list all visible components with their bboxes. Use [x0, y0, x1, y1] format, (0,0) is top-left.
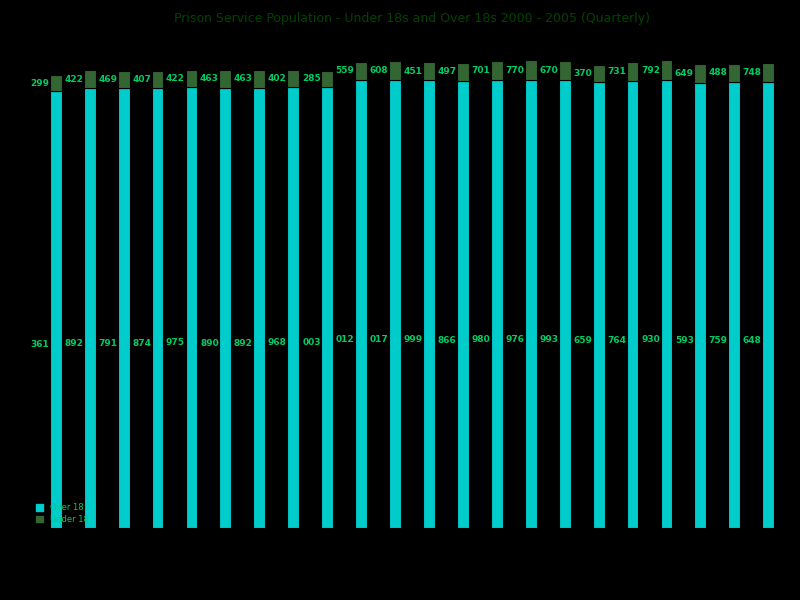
Title: Prison Service Population - Under 18s and Over 18s 2000 - 2005 (Quarterly): Prison Service Population - Under 18s an… — [174, 11, 650, 25]
Bar — [728, 64, 740, 82]
Text: 659: 659 — [574, 336, 592, 345]
Bar — [626, 82, 638, 528]
Text: 980: 980 — [471, 335, 490, 344]
Text: 770: 770 — [506, 65, 524, 74]
Bar — [389, 80, 401, 528]
Bar — [457, 81, 469, 528]
Text: 463: 463 — [234, 74, 253, 83]
Bar — [118, 88, 130, 528]
Bar — [287, 70, 299, 87]
Bar — [151, 71, 163, 88]
Bar — [219, 70, 231, 88]
Text: 874: 874 — [132, 338, 151, 347]
Text: 559: 559 — [336, 66, 354, 75]
Bar — [50, 91, 62, 528]
Bar — [593, 82, 605, 528]
Bar — [593, 65, 605, 82]
Bar — [694, 64, 706, 83]
Text: 968: 968 — [268, 338, 286, 347]
Bar — [219, 88, 231, 528]
Bar — [762, 82, 774, 528]
Bar — [355, 80, 367, 528]
Text: 469: 469 — [98, 75, 117, 84]
Bar — [491, 61, 502, 80]
Text: 649: 649 — [675, 69, 694, 78]
Text: 422: 422 — [166, 74, 185, 83]
Bar — [118, 71, 130, 88]
Bar — [389, 61, 401, 80]
Text: 463: 463 — [200, 74, 219, 83]
Text: 361: 361 — [30, 340, 50, 349]
Text: 892: 892 — [64, 338, 83, 347]
Text: 407: 407 — [132, 75, 151, 84]
Text: 748: 748 — [742, 68, 762, 77]
Bar — [457, 63, 469, 81]
Text: 759: 759 — [709, 336, 728, 345]
Text: 012: 012 — [336, 335, 354, 344]
Text: 593: 593 — [675, 337, 694, 346]
Text: 930: 930 — [641, 335, 660, 344]
Text: 976: 976 — [506, 335, 524, 344]
Text: 993: 993 — [539, 335, 558, 344]
Text: 488: 488 — [709, 68, 728, 77]
Bar — [423, 62, 435, 80]
Bar — [661, 61, 673, 80]
Text: 370: 370 — [574, 69, 592, 78]
Text: 892: 892 — [234, 338, 253, 347]
Bar — [525, 60, 537, 80]
Bar — [254, 88, 266, 528]
Text: 299: 299 — [30, 79, 50, 88]
Bar — [694, 83, 706, 528]
Bar — [84, 70, 96, 88]
Bar — [50, 75, 62, 91]
Text: 285: 285 — [302, 74, 321, 83]
Text: 402: 402 — [268, 74, 286, 83]
Bar — [762, 63, 774, 82]
Bar — [661, 80, 673, 528]
Bar — [626, 62, 638, 82]
Bar — [558, 61, 570, 80]
Text: 017: 017 — [370, 335, 389, 344]
Text: 866: 866 — [438, 335, 456, 344]
Text: 648: 648 — [743, 337, 762, 346]
Bar — [84, 88, 96, 528]
Bar — [728, 82, 740, 528]
Text: 792: 792 — [641, 66, 660, 75]
Bar — [151, 88, 163, 528]
Text: 701: 701 — [471, 66, 490, 75]
Bar — [355, 62, 367, 80]
Text: 670: 670 — [539, 66, 558, 75]
Bar — [423, 80, 435, 528]
Text: 003: 003 — [302, 338, 321, 347]
Text: 999: 999 — [403, 335, 422, 344]
Bar — [491, 80, 502, 528]
Bar — [322, 87, 333, 528]
Text: 451: 451 — [403, 67, 422, 76]
Text: 608: 608 — [370, 66, 389, 75]
Text: 497: 497 — [438, 67, 456, 76]
Bar — [287, 87, 299, 528]
Bar — [525, 80, 537, 528]
Bar — [322, 71, 333, 87]
Bar — [186, 70, 198, 87]
Bar — [558, 80, 570, 528]
Text: 422: 422 — [64, 74, 83, 83]
Text: 764: 764 — [607, 336, 626, 345]
Bar — [254, 70, 266, 88]
Text: 975: 975 — [166, 338, 185, 347]
Text: 731: 731 — [607, 67, 626, 76]
Bar — [186, 87, 198, 528]
Legend: Over 18, Under 18: Over 18, Under 18 — [36, 503, 88, 524]
Text: 791: 791 — [98, 339, 117, 348]
Text: 890: 890 — [200, 338, 219, 347]
